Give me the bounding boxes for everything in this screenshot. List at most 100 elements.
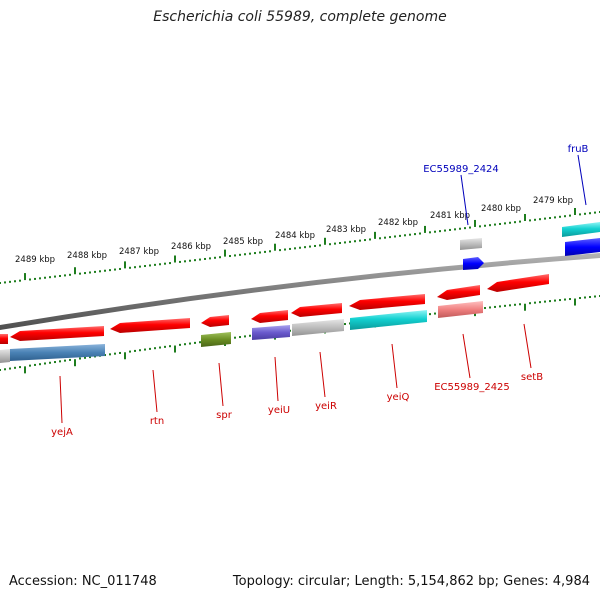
gene-label-yejA[interactable]: yejA: [51, 427, 73, 438]
minor-tick: [404, 234, 406, 237]
feature-arrow-spr[interactable]: [201, 315, 229, 327]
minor-tick: [19, 279, 21, 282]
minor-tick: [159, 346, 161, 349]
minor-tick: [139, 265, 141, 268]
minor-tick: [44, 276, 46, 279]
minor-tick: [89, 271, 91, 274]
minor-tick: [39, 277, 41, 280]
gene-labels: yejA rtn spr yeiU yeiR yeiQ EC55989_2425…: [51, 144, 588, 438]
feature-block-gray[interactable]: [292, 319, 344, 336]
minor-tick: [204, 257, 206, 260]
minor-tick: [494, 305, 496, 308]
genome-summary: Topology: circular; Length: 5,154,862 bp…: [232, 574, 590, 589]
gene-label-yeiQ[interactable]: yeiQ: [387, 392, 410, 403]
minor-tick: [249, 334, 251, 337]
feature-arrow-blue-small[interactable]: [463, 257, 484, 270]
minor-tick: [29, 364, 31, 367]
minor-tick: [499, 222, 501, 225]
minor-tick: [109, 353, 111, 356]
major-tick: [124, 261, 126, 269]
minor-tick: [4, 368, 6, 371]
minor-tick: [249, 252, 251, 255]
minor-tick: [29, 278, 31, 281]
minor-tick: [394, 235, 396, 238]
minor-tick: [469, 226, 471, 229]
feature-arrow-yeiQ[interactable]: [349, 294, 425, 310]
feature-arrow-EC55989_2424[interactable]: [460, 238, 482, 250]
feature-arrow-fruB-region[interactable]: [562, 222, 600, 237]
tick-label-2479: 2479 kbp: [533, 196, 573, 206]
minor-tick: [484, 307, 486, 310]
minor-tick: [69, 273, 71, 276]
feature-block-pink[interactable]: [438, 301, 483, 318]
tick-label-2483: 2483 kbp: [326, 225, 366, 235]
minor-tick: [309, 245, 311, 248]
minor-tick: [189, 342, 191, 345]
minor-tick: [104, 269, 106, 272]
leader-yeiU: [274, 356, 279, 402]
feature-arrow-blue-long[interactable]: [565, 238, 600, 256]
minor-tick: [544, 217, 546, 220]
minor-tick: [239, 253, 241, 256]
minor-tick: [379, 237, 381, 240]
minor-tick: [549, 300, 551, 303]
minor-tick: [454, 228, 456, 231]
minor-tick: [369, 238, 371, 241]
minor-tick: [579, 297, 581, 300]
gene-label-spr[interactable]: spr: [216, 410, 233, 421]
minor-tick: [554, 299, 556, 302]
minor-tick: [339, 242, 341, 245]
label-leaders: [59, 154, 587, 424]
gene-label-fruB[interactable]: fruB: [568, 144, 589, 155]
feature-arrow-edge[interactable]: [0, 334, 8, 344]
feature-block-purple[interactable]: [252, 325, 290, 340]
feature-arrow-yeiU[interactable]: [251, 310, 288, 323]
feature-arrow-EC55989_2425[interactable]: [437, 285, 480, 300]
major-tick: [24, 273, 26, 281]
minor-tick: [9, 280, 11, 283]
tick-label-2487: 2487 kbp: [119, 247, 159, 257]
minor-tick: [579, 213, 581, 216]
minor-tick: [144, 348, 146, 351]
tick-label-2486: 2486 kbp: [171, 242, 211, 252]
minor-tick: [584, 212, 586, 215]
feature-arrow-yejA[interactable]: [10, 326, 104, 341]
minor-tick: [484, 224, 486, 227]
gene-label-setB[interactable]: setB: [521, 372, 543, 383]
minor-tick: [234, 254, 236, 257]
minor-tick: [589, 212, 591, 215]
feature-arrow-yeiR[interactable]: [291, 303, 342, 317]
minor-tick: [194, 341, 196, 344]
feature-block-cyan[interactable]: [350, 310, 427, 330]
minor-tick: [414, 233, 416, 236]
major-tick: [524, 303, 526, 311]
feature-block-gray-left[interactable]: [0, 349, 10, 363]
gene-label-EC55989_2424[interactable]: EC55989_2424: [423, 164, 499, 175]
minor-tick: [589, 296, 591, 299]
gene-label-rtn[interactable]: rtn: [150, 416, 164, 427]
gene-label-EC55989_2425[interactable]: EC55989_2425: [434, 382, 510, 393]
feature-arrow-rtn[interactable]: [110, 318, 190, 333]
minor-tick: [564, 298, 566, 301]
minor-tick: [54, 361, 56, 364]
major-tick: [24, 366, 26, 374]
gene-label-yeiR[interactable]: yeiR: [315, 401, 337, 412]
minor-tick: [199, 258, 201, 261]
feature-arrow-setB[interactable]: [487, 274, 549, 292]
minor-tick: [219, 256, 221, 259]
minor-tick: [59, 274, 61, 277]
major-tick: [74, 359, 76, 367]
minor-tick: [149, 264, 151, 267]
minor-tick: [99, 270, 101, 273]
minor-tick: [434, 312, 436, 315]
minor-tick: [109, 269, 111, 272]
minor-tick: [14, 366, 16, 369]
minor-tick: [489, 306, 491, 309]
gene-label-yeiU[interactable]: yeiU: [268, 405, 290, 416]
minor-tick: [184, 260, 186, 263]
feature-block-olive[interactable]: [201, 332, 231, 347]
minor-tick: [9, 367, 11, 370]
minor-tick: [119, 351, 121, 354]
feature-block-steel[interactable]: [10, 344, 105, 361]
minor-tick: [169, 262, 171, 265]
